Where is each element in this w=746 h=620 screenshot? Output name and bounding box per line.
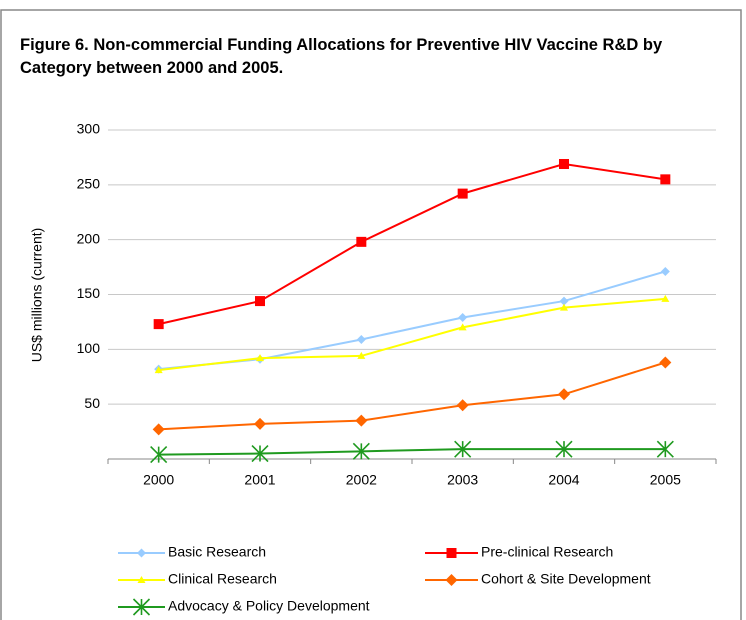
marker xyxy=(559,296,569,306)
y-tick-label: 50 xyxy=(84,395,100,411)
y-tick-label: 150 xyxy=(77,285,101,301)
marker xyxy=(150,446,168,464)
marker xyxy=(251,444,269,463)
y-axis-label: US$ millions (current) xyxy=(29,228,45,363)
x-tick-label: 2005 xyxy=(650,472,681,488)
marker xyxy=(153,319,164,330)
x-tick-label: 2003 xyxy=(447,472,478,488)
y-tick-label: 300 xyxy=(77,121,101,137)
marker xyxy=(132,598,151,616)
marker xyxy=(152,423,165,436)
marker xyxy=(454,440,472,458)
marker xyxy=(660,174,671,185)
x-tick-label: 2001 xyxy=(244,472,275,488)
marker xyxy=(555,440,573,458)
marker xyxy=(137,548,146,558)
marker xyxy=(352,442,370,460)
legend-label: Advocacy & Policy Development xyxy=(168,598,370,614)
chart-title: Figure 6. Non-commercial Funding Allocat… xyxy=(20,36,663,77)
marker xyxy=(357,351,366,359)
marker xyxy=(659,356,672,369)
marker xyxy=(458,313,468,323)
marker xyxy=(356,236,367,247)
marker xyxy=(255,296,265,307)
marker xyxy=(661,294,670,302)
marker xyxy=(457,188,468,199)
frame xyxy=(0,9,742,620)
marker xyxy=(560,303,568,311)
marker xyxy=(256,354,264,362)
marker xyxy=(559,158,569,169)
marker xyxy=(446,548,457,558)
marker xyxy=(355,414,368,427)
marker xyxy=(656,440,674,458)
marker xyxy=(660,266,670,276)
series-line xyxy=(158,270,666,371)
legend-label: Cohort & Site Development xyxy=(481,571,651,587)
x-tick-label: 2000 xyxy=(143,472,174,488)
legend-label: Basic Research xyxy=(168,544,266,560)
marker xyxy=(558,388,570,401)
marker xyxy=(154,366,163,374)
y-tick-label: 100 xyxy=(77,340,101,356)
series-line xyxy=(158,297,666,372)
y-tick-label: 250 xyxy=(77,176,101,192)
legend-label: Clinical Research xyxy=(168,571,277,587)
series-line xyxy=(158,448,666,456)
marker xyxy=(456,399,469,412)
marker xyxy=(137,576,146,583)
marker xyxy=(356,334,366,344)
x-tick-label: 2002 xyxy=(346,472,377,488)
y-tick-label: 200 xyxy=(77,230,101,246)
marker xyxy=(458,323,467,331)
legend-label: Pre-clinical Research xyxy=(481,544,613,560)
x-tick-label: 2004 xyxy=(548,472,579,488)
series-line xyxy=(158,361,666,431)
marker xyxy=(445,574,458,586)
series-line xyxy=(158,162,666,326)
marker xyxy=(254,417,266,430)
